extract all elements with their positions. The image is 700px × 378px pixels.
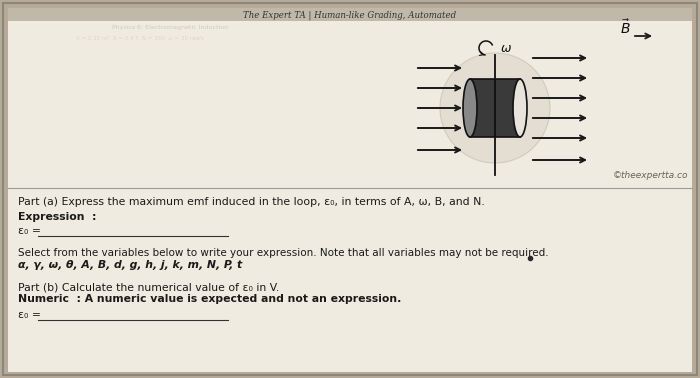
FancyBboxPatch shape [8,8,692,21]
Text: ε₀ =: ε₀ = [18,226,41,236]
Text: The Expert TA | Human-like Grading, Automated: The Expert TA | Human-like Grading, Auto… [244,11,456,20]
Ellipse shape [463,79,477,137]
Text: α, γ, ω, θ, A, B, d, g, h, j, k, m, N, P, t: α, γ, ω, θ, A, B, d, g, h, j, k, m, N, P… [18,260,242,270]
Text: ε₀ =: ε₀ = [18,310,41,320]
Text: Physics 6: Electromagnetic Induction: Physics 6: Electromagnetic Induction [112,25,228,31]
Ellipse shape [440,53,550,163]
Text: Part (a) Express the maximum emf induced in the loop, ε₀, in terms of A, ω, B, a: Part (a) Express the maximum emf induced… [18,197,484,207]
FancyBboxPatch shape [3,3,697,375]
Text: ©theexpertta.co: ©theexpertta.co [612,170,688,180]
Text: $\omega$: $\omega$ [500,42,512,54]
Text: Numeric  : A numeric value is expected and not an expression.: Numeric : A numeric value is expected an… [18,294,401,304]
Text: Expression  :: Expression : [18,212,97,222]
Text: A = 0.15 m²  B = 0.4 T  N = 150  ω = 30 rad/s: A = 0.15 m² B = 0.4 T N = 150 ω = 30 rad… [76,35,204,41]
FancyBboxPatch shape [470,79,520,137]
Text: Select from the variables below to write your expression. Note that all variable: Select from the variables below to write… [18,248,549,258]
Text: $\vec{B}$: $\vec{B}$ [620,19,630,37]
FancyBboxPatch shape [8,8,692,372]
Text: Part (b) Calculate the numerical value of ε₀ in V.: Part (b) Calculate the numerical value o… [18,282,279,292]
Ellipse shape [513,79,527,137]
